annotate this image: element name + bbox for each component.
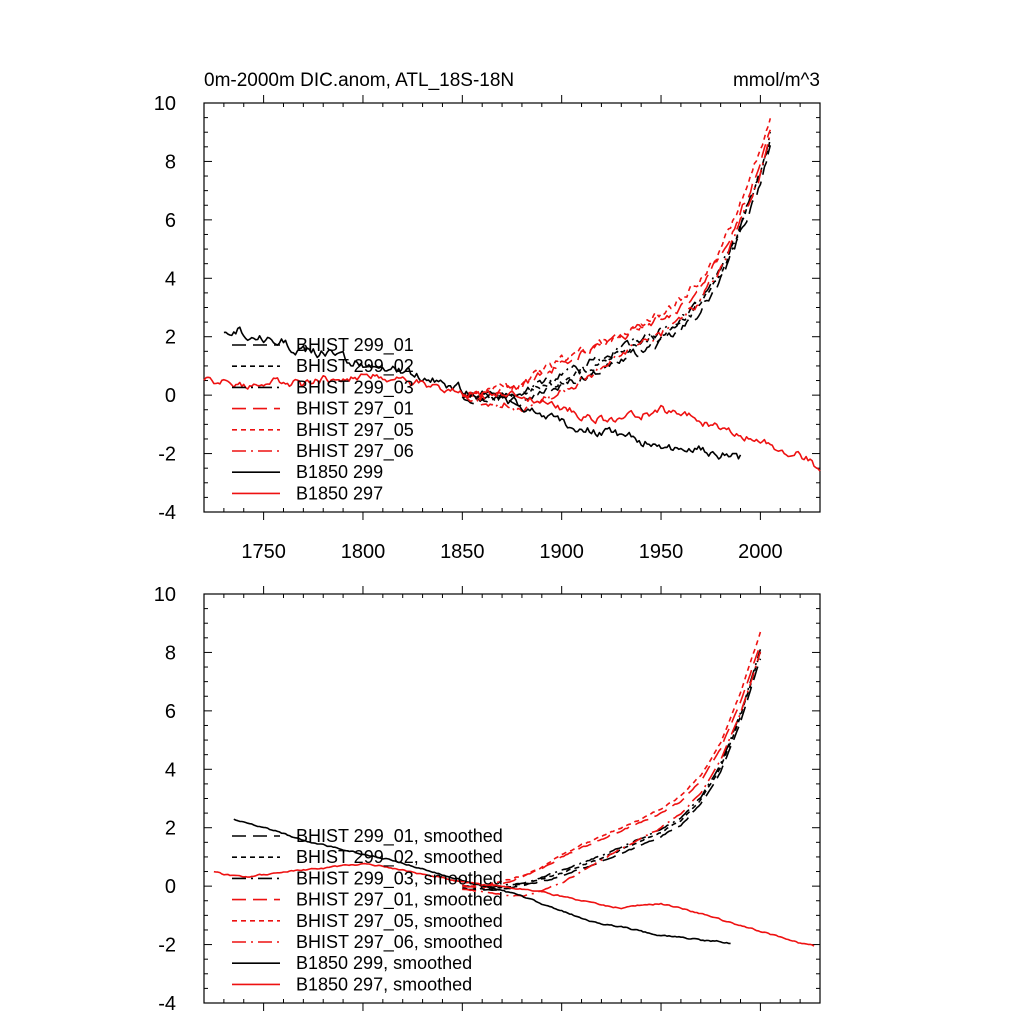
legend-label: BHIST 297_06, smoothed: [296, 932, 503, 953]
legend-label: BHIST 299_01: [296, 335, 414, 356]
series-line-b1850-297-smoothed: [213, 862, 815, 947]
legend-label: BHIST 297_05: [296, 420, 414, 441]
legend-label: BHIST 297_01: [296, 399, 414, 420]
top-panel: 10 8 6 4 2 0 -2 -4 1750 1800 1850 1900 1950 2000 BHIST…: [154, 93, 821, 563]
legend-label: BHIST 299_02: [296, 356, 414, 377]
series-line-bhist-297-05: [461, 118, 772, 398]
legend-label: BHIST 297_01, smoothed: [296, 890, 503, 911]
x-tick-label: 2000: [738, 541, 783, 563]
series-line-b1850-299: [223, 326, 742, 460]
legend-label: B1850 297, smoothed: [296, 974, 472, 994]
y-tick-label: -2: [158, 935, 176, 957]
legend-label: B1850 299: [296, 462, 383, 482]
x-tick-label: 1900: [539, 541, 584, 563]
y-tick-label: 2: [165, 327, 176, 349]
y-tick-label: 8: [165, 151, 176, 173]
legend-label: B1850 297: [296, 483, 383, 503]
series-line-b1850-297: [203, 373, 821, 472]
legend-label: BHIST 297_05, smoothed: [296, 911, 503, 932]
series-line-b1850-299-smoothed: [233, 818, 731, 945]
legend-label: BHIST 299_03: [296, 377, 414, 398]
x-tick-label: 1750: [241, 541, 286, 563]
legend-label: BHIST 299_03, smoothed: [296, 868, 503, 889]
series-line-bhist-297-01-smoothed: [462, 643, 762, 889]
series-line-bhist-297-05-smoothed: [462, 631, 762, 888]
y-tick-label: 8: [165, 642, 176, 664]
x-tick-label: 1800: [341, 541, 386, 563]
series-line-bhist-299-03-smoothed: [462, 649, 762, 889]
legend-label: BHIST 297_06: [296, 441, 414, 462]
y-tick-label: 6: [165, 701, 176, 723]
y-tick-label: 0: [165, 385, 176, 407]
y-tick-label: 10: [154, 584, 176, 606]
x-tick-label: 1850: [440, 541, 485, 563]
series-line-bhist-299-02: [461, 138, 772, 403]
y-tick-label: -4: [158, 502, 176, 524]
series-line-bhist-297-06-smoothed: [462, 651, 762, 898]
legend-label: B1850 299, smoothed: [296, 953, 472, 973]
legend-label: BHIST 299_01, smoothed: [296, 826, 503, 847]
legend-label: BHIST 299_02, smoothed: [296, 847, 503, 868]
chart-title: 0m-2000m DIC.anom, ATL_18S-18N: [204, 70, 514, 91]
y-tick-label: 4: [165, 268, 176, 290]
y-tick-label: 6: [165, 210, 176, 232]
y-tick-label: -2: [158, 444, 176, 466]
series-line-bhist-299-03: [461, 131, 772, 402]
y-tick-label: 10: [154, 93, 176, 115]
y-tick-label: 2: [165, 818, 176, 840]
series-line-bhist-299-01: [461, 145, 772, 407]
y-tick-label: 4: [165, 759, 176, 781]
units-label: mmol/m^3: [733, 70, 820, 91]
y-tick-label: -4: [158, 993, 176, 1015]
series-line-bhist-297-06: [461, 134, 772, 413]
series-line-bhist-297-01: [461, 129, 772, 403]
x-tick-label: 1950: [639, 541, 684, 563]
y-tick-label: 0: [165, 876, 176, 898]
